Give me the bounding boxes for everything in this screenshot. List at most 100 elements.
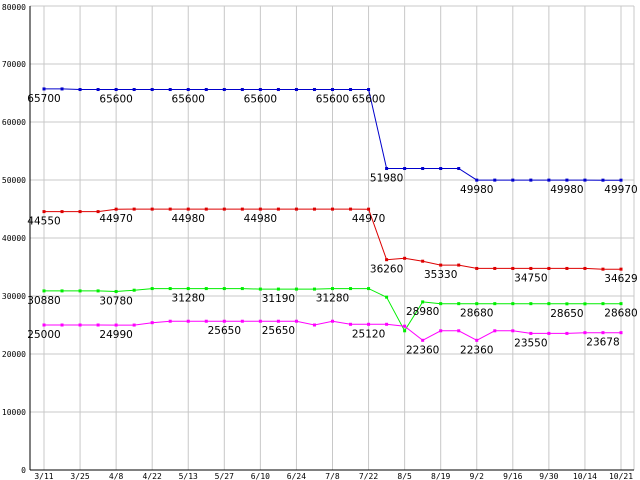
series-2-point bbox=[150, 287, 154, 291]
x-tick-label: 3/11 bbox=[34, 472, 53, 480]
series-0-point bbox=[349, 88, 353, 92]
data-label: 25650 bbox=[262, 325, 295, 337]
series-1-point bbox=[439, 263, 443, 267]
series-0-point bbox=[493, 178, 497, 182]
series-0-point bbox=[312, 88, 316, 92]
series-1-point bbox=[60, 210, 64, 214]
data-label: 65600 bbox=[99, 94, 132, 106]
series-3-point bbox=[547, 331, 551, 335]
grid bbox=[30, 5, 635, 470]
x-tick-label: 3/25 bbox=[70, 472, 89, 480]
data-label: 30880 bbox=[27, 295, 60, 307]
data-label: 28650 bbox=[550, 308, 583, 320]
data-label: 31280 bbox=[316, 293, 349, 305]
series-0-point bbox=[583, 178, 587, 182]
data-label: 44980 bbox=[172, 213, 205, 225]
series-2-point bbox=[204, 287, 208, 291]
series-1-point bbox=[204, 207, 208, 211]
series-1-point bbox=[547, 266, 551, 270]
series-2-point bbox=[60, 289, 64, 293]
series-2-point bbox=[601, 302, 605, 306]
x-tick-label: 4/8 bbox=[109, 472, 124, 480]
data-label: 65600 bbox=[352, 94, 385, 106]
series-2-point bbox=[367, 287, 371, 291]
series-0-point bbox=[168, 88, 172, 92]
series-2-point bbox=[276, 287, 280, 291]
series-3-point bbox=[258, 319, 262, 323]
series-0-point bbox=[60, 87, 64, 91]
series-0-point bbox=[331, 88, 334, 92]
series-1-point bbox=[258, 207, 262, 211]
series-3-point bbox=[349, 322, 353, 326]
series-2-point bbox=[42, 289, 46, 293]
series-2-point bbox=[385, 295, 389, 299]
series-2-point bbox=[475, 302, 479, 306]
series-1-point bbox=[583, 266, 587, 270]
series-2-point bbox=[511, 302, 515, 306]
series-2-point bbox=[493, 302, 497, 306]
x-tick-label: 10/21 bbox=[609, 472, 633, 480]
data-label: 28980 bbox=[406, 306, 439, 318]
x-tick-label: 9/2 bbox=[470, 472, 485, 480]
data-label: 65600 bbox=[244, 94, 277, 106]
data-label: 31280 bbox=[172, 293, 205, 305]
x-tick-label: 6/10 bbox=[251, 472, 270, 480]
data-label: 35330 bbox=[424, 269, 457, 281]
series-1-point bbox=[168, 207, 172, 211]
series-3-point bbox=[421, 338, 425, 342]
series-3-point bbox=[78, 323, 82, 327]
series-0-point bbox=[114, 88, 118, 92]
series-3-point bbox=[204, 319, 208, 323]
series-1-point bbox=[529, 266, 533, 270]
series-1-point bbox=[421, 259, 425, 263]
series-1-point bbox=[385, 258, 389, 262]
series-0-point bbox=[385, 167, 389, 171]
series-3-point bbox=[565, 331, 569, 335]
series-1-point bbox=[96, 210, 100, 214]
series-1-point bbox=[619, 267, 623, 271]
series-3-point bbox=[403, 324, 407, 328]
series-3-point bbox=[367, 322, 371, 326]
data-label: 25650 bbox=[208, 325, 241, 337]
series-2-point bbox=[421, 300, 425, 304]
series-2-point bbox=[312, 287, 316, 291]
series-3-point bbox=[294, 319, 298, 323]
data-label: 23550 bbox=[514, 337, 547, 349]
series-3-point bbox=[601, 331, 605, 335]
axes: 0 10000 20000 30000 40000 50000 60000 70000 8000… bbox=[2, 3, 634, 480]
series-2-point bbox=[565, 302, 569, 306]
series-2-point bbox=[168, 287, 172, 291]
series-0-point bbox=[439, 167, 443, 171]
series-0-point bbox=[601, 178, 605, 182]
series-0-point bbox=[511, 178, 515, 182]
x-tick-label: 9/30 bbox=[539, 472, 558, 480]
series-2-point bbox=[403, 329, 407, 333]
series-0-point bbox=[150, 88, 154, 92]
series-3-point bbox=[619, 331, 623, 335]
series-0-point bbox=[619, 178, 623, 182]
data-label: 28680 bbox=[460, 308, 493, 320]
data-label: 22360 bbox=[406, 344, 439, 356]
series-2-point bbox=[258, 287, 262, 291]
series-3-point bbox=[150, 321, 154, 325]
y-tick-label: 50000 bbox=[2, 176, 26, 185]
x-tick-label: 8/5 bbox=[397, 472, 412, 480]
data-label: 22360 bbox=[460, 344, 493, 356]
series-3-point bbox=[511, 329, 515, 333]
x-tick-label: 5/27 bbox=[215, 472, 234, 480]
x-tick-label: 7/22 bbox=[359, 472, 378, 480]
series-3-point bbox=[439, 329, 443, 333]
data-label: 25000 bbox=[27, 329, 60, 341]
series-0-point bbox=[294, 88, 298, 92]
series-0-point bbox=[421, 167, 425, 171]
data-label: 49980 bbox=[460, 184, 493, 196]
series-3-point bbox=[331, 319, 334, 323]
x-tick-label: 8/19 bbox=[431, 472, 450, 480]
data-labels: 65700 65600 65600 65600 65600 656005198049980… bbox=[27, 93, 637, 356]
data-label: 30780 bbox=[99, 295, 132, 307]
data-label: 65600 bbox=[316, 94, 349, 106]
data-label: 49970 bbox=[604, 184, 637, 196]
series-1-point bbox=[331, 207, 334, 211]
series-2-point bbox=[457, 302, 461, 306]
data-label: 23678 bbox=[586, 337, 619, 349]
